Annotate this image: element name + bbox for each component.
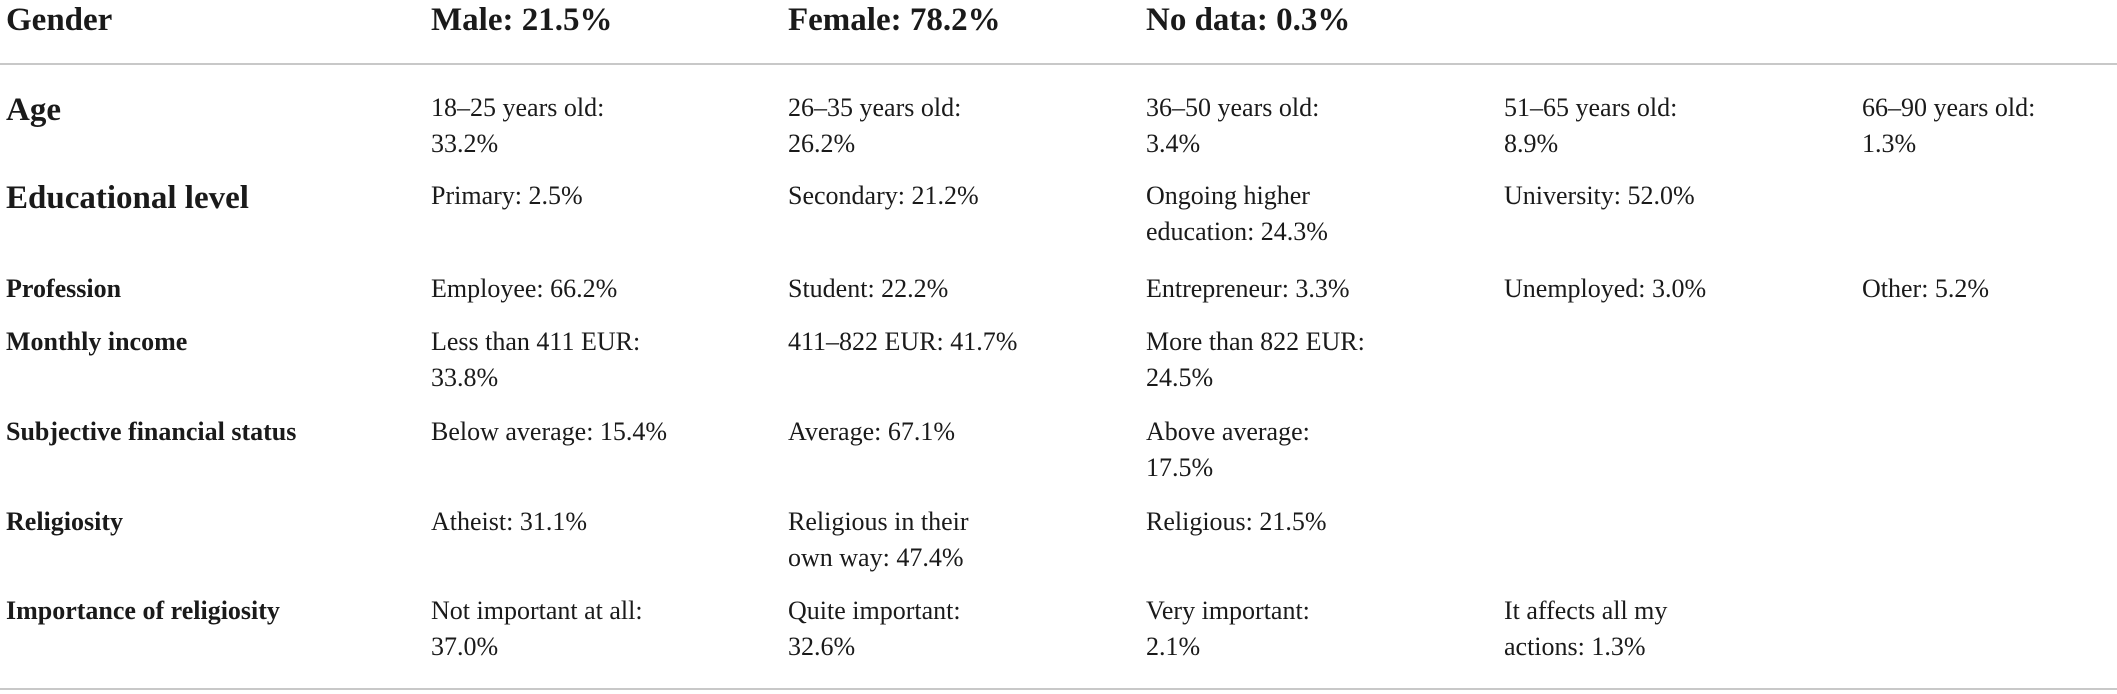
table-cell: Other: 5.2% [1862,274,1990,303]
table-cell: 18–25 years old: 33.2% [431,93,605,158]
table-cell: More than 822 EUR: 24.5% [1146,327,1365,392]
row-label: Profession [6,274,122,303]
table-cell: 26–35 years old: 26.2% [788,93,962,158]
row-label: Age [6,92,61,128]
table-cell: It affects all my actions: 1.3% [1504,596,1668,661]
header-no-data: No data: 0.3% [1146,2,1351,38]
table-cell: Student: 22.2% [788,274,949,303]
table-cell: Above average: 17.5% [1146,417,1310,482]
table-cell: Quite important: 32.6% [788,596,961,661]
table-cell: Employee: 66.2% [431,274,618,303]
table-cell: Not important at all: 37.0% [431,596,643,661]
header-male: Male: 21.5% [431,2,613,38]
table-cell: Entrepreneur: 3.3% [1146,274,1350,303]
table-cell: Very important: 2.1% [1146,596,1310,661]
table-cell: Below average: 15.4% [431,417,668,446]
table-cell: 66–90 years old: 1.3% [1862,93,2036,158]
table-cell: 51–65 years old: 8.9% [1504,93,1678,158]
table-cell: Average: 67.1% [788,417,956,446]
table-cell: Secondary: 21.2% [788,181,979,210]
header-female: Female: 78.2% [788,2,1001,38]
table-cell: Atheist: 31.1% [431,507,587,536]
row-label: Subjective financial status [6,417,297,446]
header-rule [0,63,2117,65]
row-label: Religiosity [6,507,123,536]
row-label: Educational level [6,180,249,216]
header-label-gender: Gender [6,2,113,38]
table-cell: Unemployed: 3.0% [1504,274,1707,303]
table-cell: 36–50 years old: 3.4% [1146,93,1320,158]
table-cell: Ongoing higher education: 24.3% [1146,181,1328,246]
row-label: Monthly income [6,327,188,356]
row-label: Importance of religiosity [6,596,280,625]
table-cell: Primary: 2.5% [431,181,583,210]
table-cell: Religious: 21.5% [1146,507,1327,536]
table-cell: Religious in their own way: 47.4% [788,507,969,572]
table-cell: 411–822 EUR: 41.7% [788,327,1018,356]
table-cell: Less than 411 EUR: 33.8% [431,327,641,392]
bottom-rule [0,688,2117,690]
table-cell: University: 52.0% [1504,181,1695,210]
